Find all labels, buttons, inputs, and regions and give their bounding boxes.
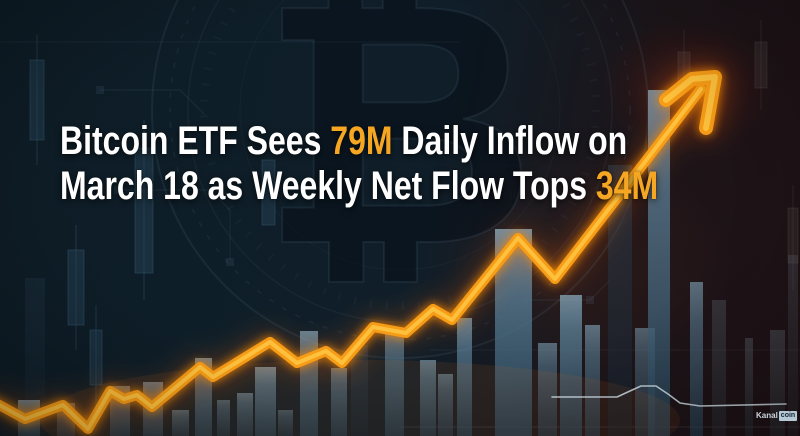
- brand-logo: Kanal coin: [756, 411, 798, 421]
- headline-text: Daily Inflow on: [392, 119, 628, 163]
- line-glow: [40, 360, 680, 436]
- headline-text: March 18 as Weekly Net Flow Tops: [60, 164, 596, 208]
- brand-logo-text: Kanal: [756, 411, 778, 420]
- headline-highlight-79m: 79M: [330, 119, 393, 163]
- trend-line-arrow: [0, 70, 722, 434]
- headline: Bitcoin ETF Sees 79M Daily Inflow on Mar…: [60, 119, 658, 209]
- headline-highlight-34m: 34M: [595, 164, 659, 208]
- brand-logo-badge: coin: [778, 411, 798, 421]
- sparkline: [551, 385, 787, 407]
- headline-line-2: March 18 as Weekly Net Flow Tops 34M: [60, 164, 658, 209]
- headline-text: Bitcoin ETF Sees: [60, 119, 331, 163]
- headline-line-1: Bitcoin ETF Sees 79M Daily Inflow on: [60, 119, 658, 164]
- bar-chart: [18, 90, 798, 436]
